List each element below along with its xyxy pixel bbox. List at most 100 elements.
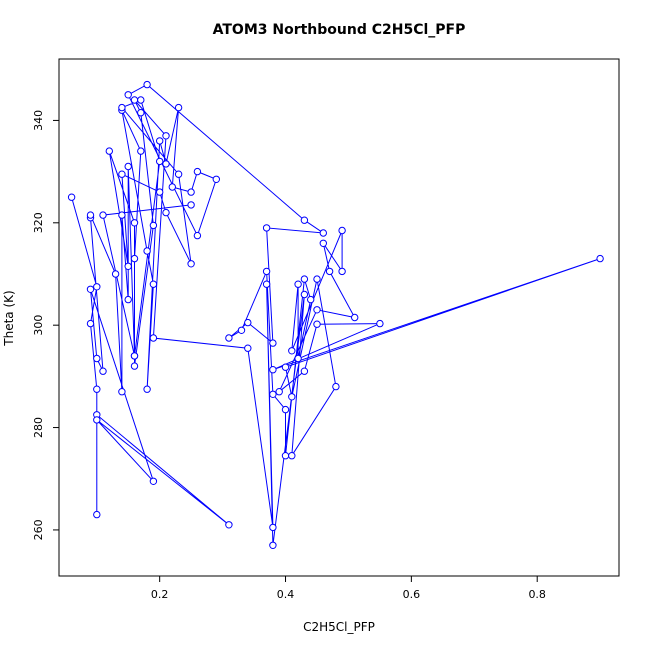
data-point: [275, 388, 283, 396]
plot-frame: [58, 58, 620, 577]
data-point: [225, 521, 233, 529]
y-tick-label: 260: [32, 519, 45, 540]
data-point: [93, 385, 101, 393]
data-point: [294, 280, 302, 288]
data-point: [351, 313, 359, 322]
data-point: [262, 224, 271, 232]
data-point: [130, 96, 139, 104]
x-tick-label: 0.8: [528, 588, 546, 601]
data-point: [300, 216, 309, 224]
data-point: [300, 367, 309, 375]
data-point: [130, 362, 139, 370]
data-point: [332, 382, 340, 391]
data-point: [187, 201, 195, 209]
y-tick-label: 280: [32, 417, 45, 438]
data-point: [86, 211, 95, 219]
data-point: [118, 170, 126, 178]
data-point: [237, 326, 246, 334]
data-point: [174, 103, 183, 112]
x-axis-label: C2H5Cl_PFP: [303, 620, 375, 634]
data-point: [124, 295, 132, 304]
data-point: [137, 109, 145, 117]
x-tick-label: 0.2: [151, 588, 169, 601]
data-point: [212, 175, 221, 184]
data-point: [137, 147, 145, 155]
data-point: [105, 147, 114, 155]
data-point: [137, 96, 145, 104]
data-point: [156, 188, 164, 196]
data-point: [93, 510, 101, 519]
series-line: [71, 83, 601, 546]
data-point: [225, 334, 233, 342]
data-point: [99, 367, 107, 375]
data-point: [162, 132, 170, 140]
data-point: [143, 247, 151, 255]
data-point: [162, 208, 170, 217]
data-point: [118, 211, 126, 219]
data-point: [156, 157, 164, 166]
data-point: [111, 270, 120, 278]
data-point: [307, 295, 315, 304]
y-tick-label: 340: [32, 110, 45, 131]
data-point: [262, 280, 271, 288]
data-point: [319, 239, 327, 248]
data-point: [313, 320, 321, 328]
data-point: [269, 541, 277, 549]
data-point: [294, 354, 302, 363]
data-point: [269, 366, 277, 374]
data-point: [93, 354, 101, 363]
data-point: [313, 275, 321, 283]
y-axis: 260 280 300 320 340: [32, 110, 59, 540]
x-axis: 0.2 0.4 0.6 0.8: [151, 576, 546, 601]
data-point: [130, 254, 139, 263]
data-point: [124, 162, 132, 171]
data-point: [288, 393, 296, 401]
data-point: [130, 219, 139, 227]
data-point: [244, 318, 252, 327]
series-line-group: [71, 83, 601, 546]
data-point: [281, 363, 290, 371]
y-tick-label: 320: [32, 212, 45, 233]
data-point: [193, 231, 202, 240]
data-point: [338, 226, 346, 235]
data-point: [124, 91, 132, 99]
data-point: [149, 280, 158, 288]
data-point: [187, 260, 195, 268]
data-point: [162, 160, 170, 168]
data-point: [325, 267, 334, 276]
data-point: [244, 344, 252, 352]
data-point: [93, 416, 101, 424]
data-point: [67, 193, 76, 201]
series-points-group: [67, 80, 604, 549]
data-point: [130, 352, 139, 360]
data-point: [193, 167, 202, 176]
data-point: [288, 347, 296, 355]
data-point: [143, 80, 151, 89]
data-point: [319, 229, 327, 237]
data-point: [156, 137, 164, 145]
data-point: [118, 388, 126, 396]
data-point: [376, 319, 384, 328]
data-point: [124, 262, 132, 270]
data-point: [118, 103, 126, 112]
chart-title: ATOM3 Northbound C2H5Cl_PFP: [213, 22, 466, 38]
data-point: [269, 523, 277, 532]
y-tick-label: 300: [32, 315, 45, 336]
data-point: [281, 452, 290, 460]
data-point: [149, 221, 158, 230]
data-point: [187, 188, 195, 196]
data-point: [174, 170, 183, 178]
data-point: [262, 267, 271, 276]
y-axis-label: Theta (K): [2, 290, 16, 346]
data-point: [149, 477, 158, 485]
data-point: [93, 283, 101, 291]
x-tick-label: 0.4: [277, 588, 295, 601]
data-point: [281, 405, 290, 414]
data-point: [596, 254, 604, 263]
data-point: [143, 385, 151, 393]
data-point: [86, 319, 95, 328]
data-point: [99, 211, 107, 219]
data-point: [149, 334, 158, 342]
data-point: [338, 267, 346, 276]
